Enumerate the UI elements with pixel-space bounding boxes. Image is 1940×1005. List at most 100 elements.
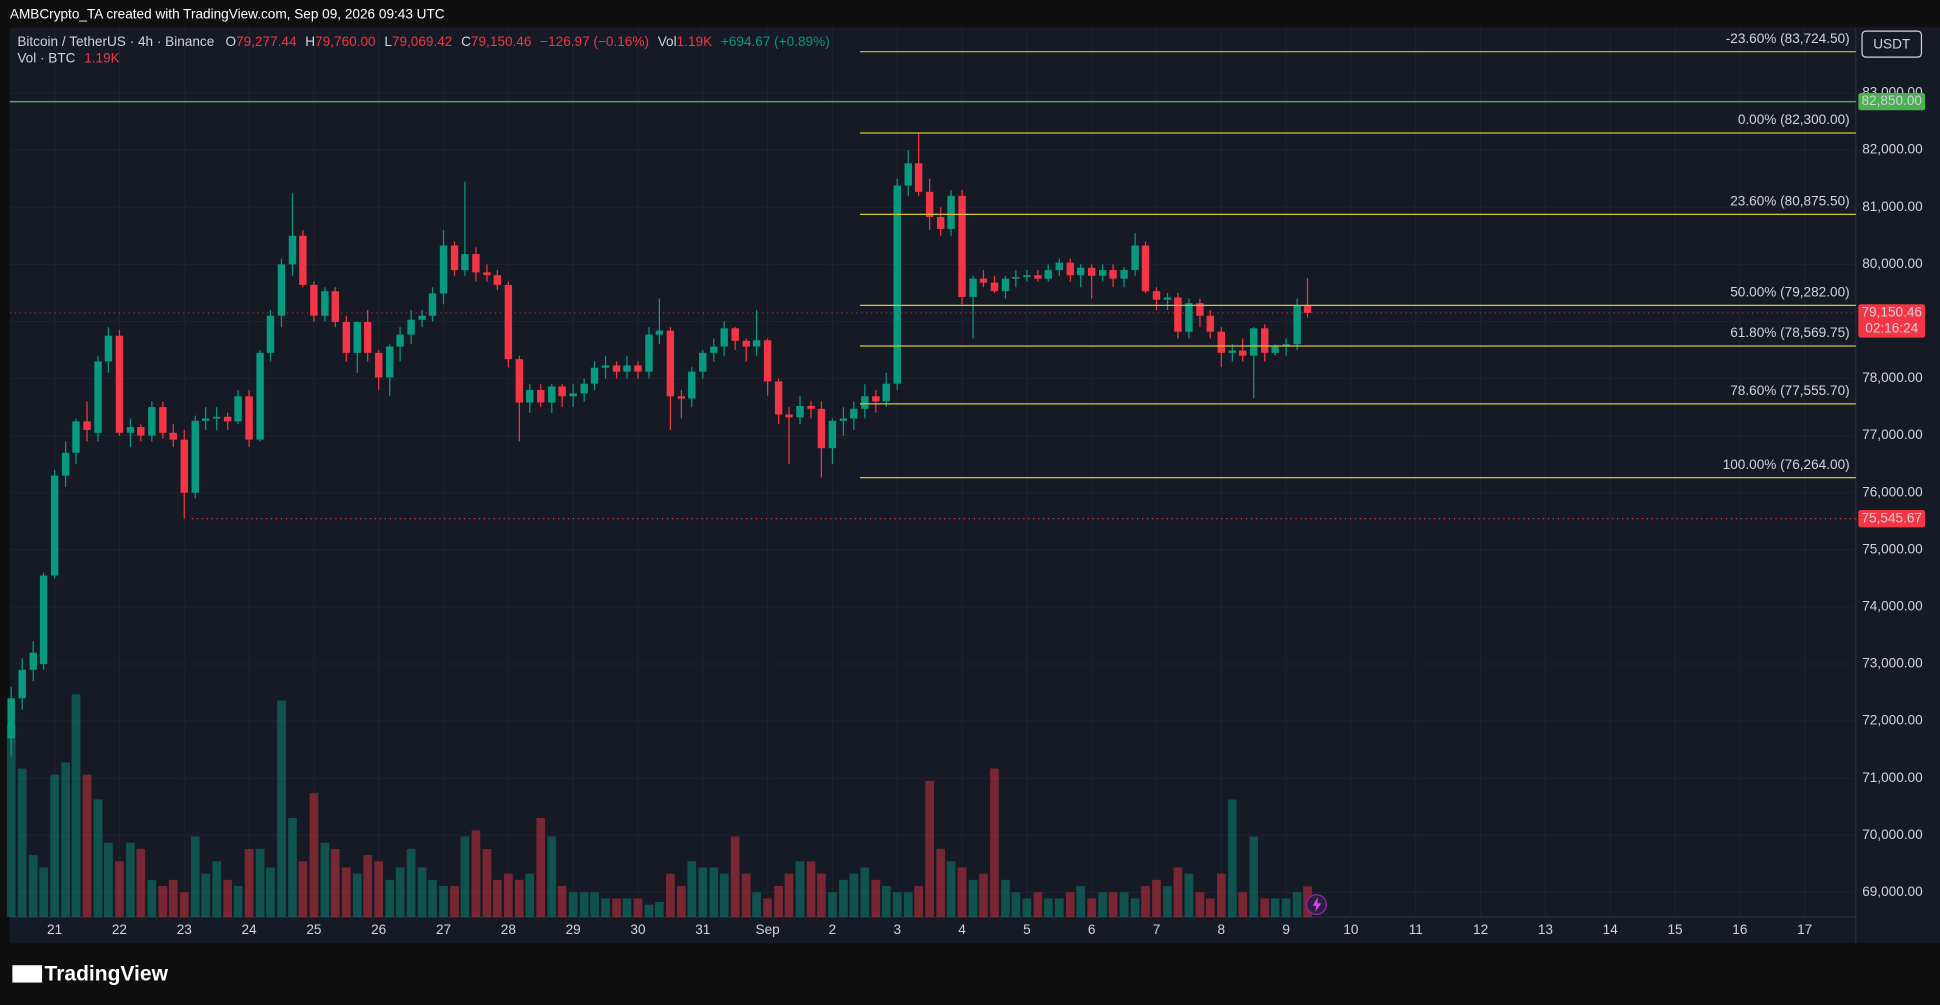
symbol-legend: Bitcoin / TetherUS · 4h · Binance O79,27… xyxy=(17,34,829,49)
volume-legend: Vol · BTC 1.19K xyxy=(17,50,119,65)
candle-body xyxy=(104,335,113,362)
volume-bar xyxy=(806,861,816,917)
candle-body xyxy=(634,365,642,372)
volume-bar xyxy=(428,879,437,917)
volume-bar xyxy=(6,725,16,917)
x-tick-label: 15 xyxy=(1667,922,1682,937)
candle-body xyxy=(828,420,837,449)
candle-body xyxy=(731,328,739,341)
candle-body xyxy=(256,352,264,440)
volume-bar xyxy=(223,879,233,917)
candle-body xyxy=(288,235,297,265)
x-tick-label: 16 xyxy=(1732,922,1747,937)
candle-body xyxy=(234,396,242,422)
candle-body xyxy=(310,284,318,316)
volume-bar xyxy=(1173,867,1183,917)
volume-bar xyxy=(515,879,524,917)
fib-label: 100.00% (76,264.00) xyxy=(1723,457,1850,472)
candle-body xyxy=(1001,278,1010,292)
volume-bar xyxy=(460,836,470,917)
candle-body xyxy=(72,421,80,453)
volume-bar xyxy=(795,861,805,917)
x-tick-label: 7 xyxy=(1153,922,1161,937)
resistance-tag xyxy=(1858,92,1926,111)
candle-body xyxy=(677,396,686,399)
candle-body xyxy=(277,264,286,316)
candle-body xyxy=(374,352,383,378)
candle-body xyxy=(266,315,275,353)
y-tick-label: 75,000.00 xyxy=(1862,541,1923,556)
volume-bar xyxy=(860,867,870,917)
candle-body xyxy=(990,282,999,292)
candle-body xyxy=(201,418,210,421)
x-tick-label: 23 xyxy=(177,922,192,937)
volume-bar xyxy=(1141,886,1150,917)
volume-bar xyxy=(849,873,859,917)
volume-bar xyxy=(1043,898,1053,917)
y-tick-label: 74,000.00 xyxy=(1862,599,1923,614)
candle-body xyxy=(720,328,728,347)
x-tick-label: 11 xyxy=(1409,922,1423,937)
volume-bar xyxy=(903,892,913,917)
candle-body xyxy=(796,405,804,418)
volume-bar xyxy=(179,892,189,917)
countdown: 02:16:24 xyxy=(1865,321,1918,336)
candle-body xyxy=(50,475,59,576)
candle-body xyxy=(461,254,469,271)
volume-bar xyxy=(1216,873,1226,917)
candle-body xyxy=(1131,245,1139,271)
candle-body xyxy=(623,365,631,372)
volume-bar xyxy=(201,873,210,917)
candle-body xyxy=(699,352,707,372)
y-tick-label: 78,000.00 xyxy=(1862,370,1923,385)
candle-body xyxy=(580,383,588,394)
volume-bar xyxy=(255,848,265,917)
volume-bar xyxy=(320,842,330,917)
fib-label: 0.00% (82,300.00) xyxy=(1738,112,1850,127)
x-tick-label: 5 xyxy=(1023,922,1031,937)
volume-bar xyxy=(1076,886,1085,917)
candle-body xyxy=(807,405,815,409)
volume-bar xyxy=(168,879,178,917)
support-tag xyxy=(1858,510,1926,528)
candle-body xyxy=(590,367,599,384)
candle-body xyxy=(148,407,156,436)
currency[interactable]: USDT xyxy=(1873,36,1910,51)
volume-bar xyxy=(439,886,448,917)
y-tick-label: 77,000.00 xyxy=(1862,427,1923,442)
currency-button[interactable] xyxy=(1861,30,1923,58)
volume-bar xyxy=(93,799,103,917)
volume-bar xyxy=(557,886,567,917)
volume-bar xyxy=(374,861,384,917)
volume-bar xyxy=(644,904,654,917)
volume-bar xyxy=(817,873,826,917)
resistance-tag-label: 82,850.00 xyxy=(1862,93,1923,108)
volume-bar xyxy=(881,886,891,917)
x-tick-label: 31 xyxy=(695,922,710,937)
volume-bar xyxy=(1022,898,1032,917)
volume-bar xyxy=(136,848,146,917)
candle-body xyxy=(299,235,307,285)
volume-bar xyxy=(774,886,783,917)
y-tick-label: 70,000.00 xyxy=(1862,827,1923,842)
o-value: 79,277.44 xyxy=(236,34,297,49)
candle-body xyxy=(245,396,253,440)
candle-body xyxy=(548,386,556,403)
volume-bar xyxy=(471,830,481,917)
x-tick-label: 27 xyxy=(436,922,451,937)
volume-bar xyxy=(763,898,772,917)
candle-body xyxy=(483,272,491,276)
candle-body xyxy=(710,346,718,353)
c-label: C xyxy=(461,34,471,49)
candle-body xyxy=(1196,303,1204,316)
candle-body xyxy=(1174,297,1182,332)
volume-bar xyxy=(536,817,546,917)
candle-body xyxy=(1303,305,1312,313)
volume-bar xyxy=(612,898,621,917)
x-tick-label: 13 xyxy=(1538,922,1553,937)
volume-bar xyxy=(719,873,729,917)
volume-bar xyxy=(914,886,923,917)
volume-bar xyxy=(936,848,945,917)
volume-bar xyxy=(244,848,254,917)
candle-body xyxy=(1261,328,1269,353)
